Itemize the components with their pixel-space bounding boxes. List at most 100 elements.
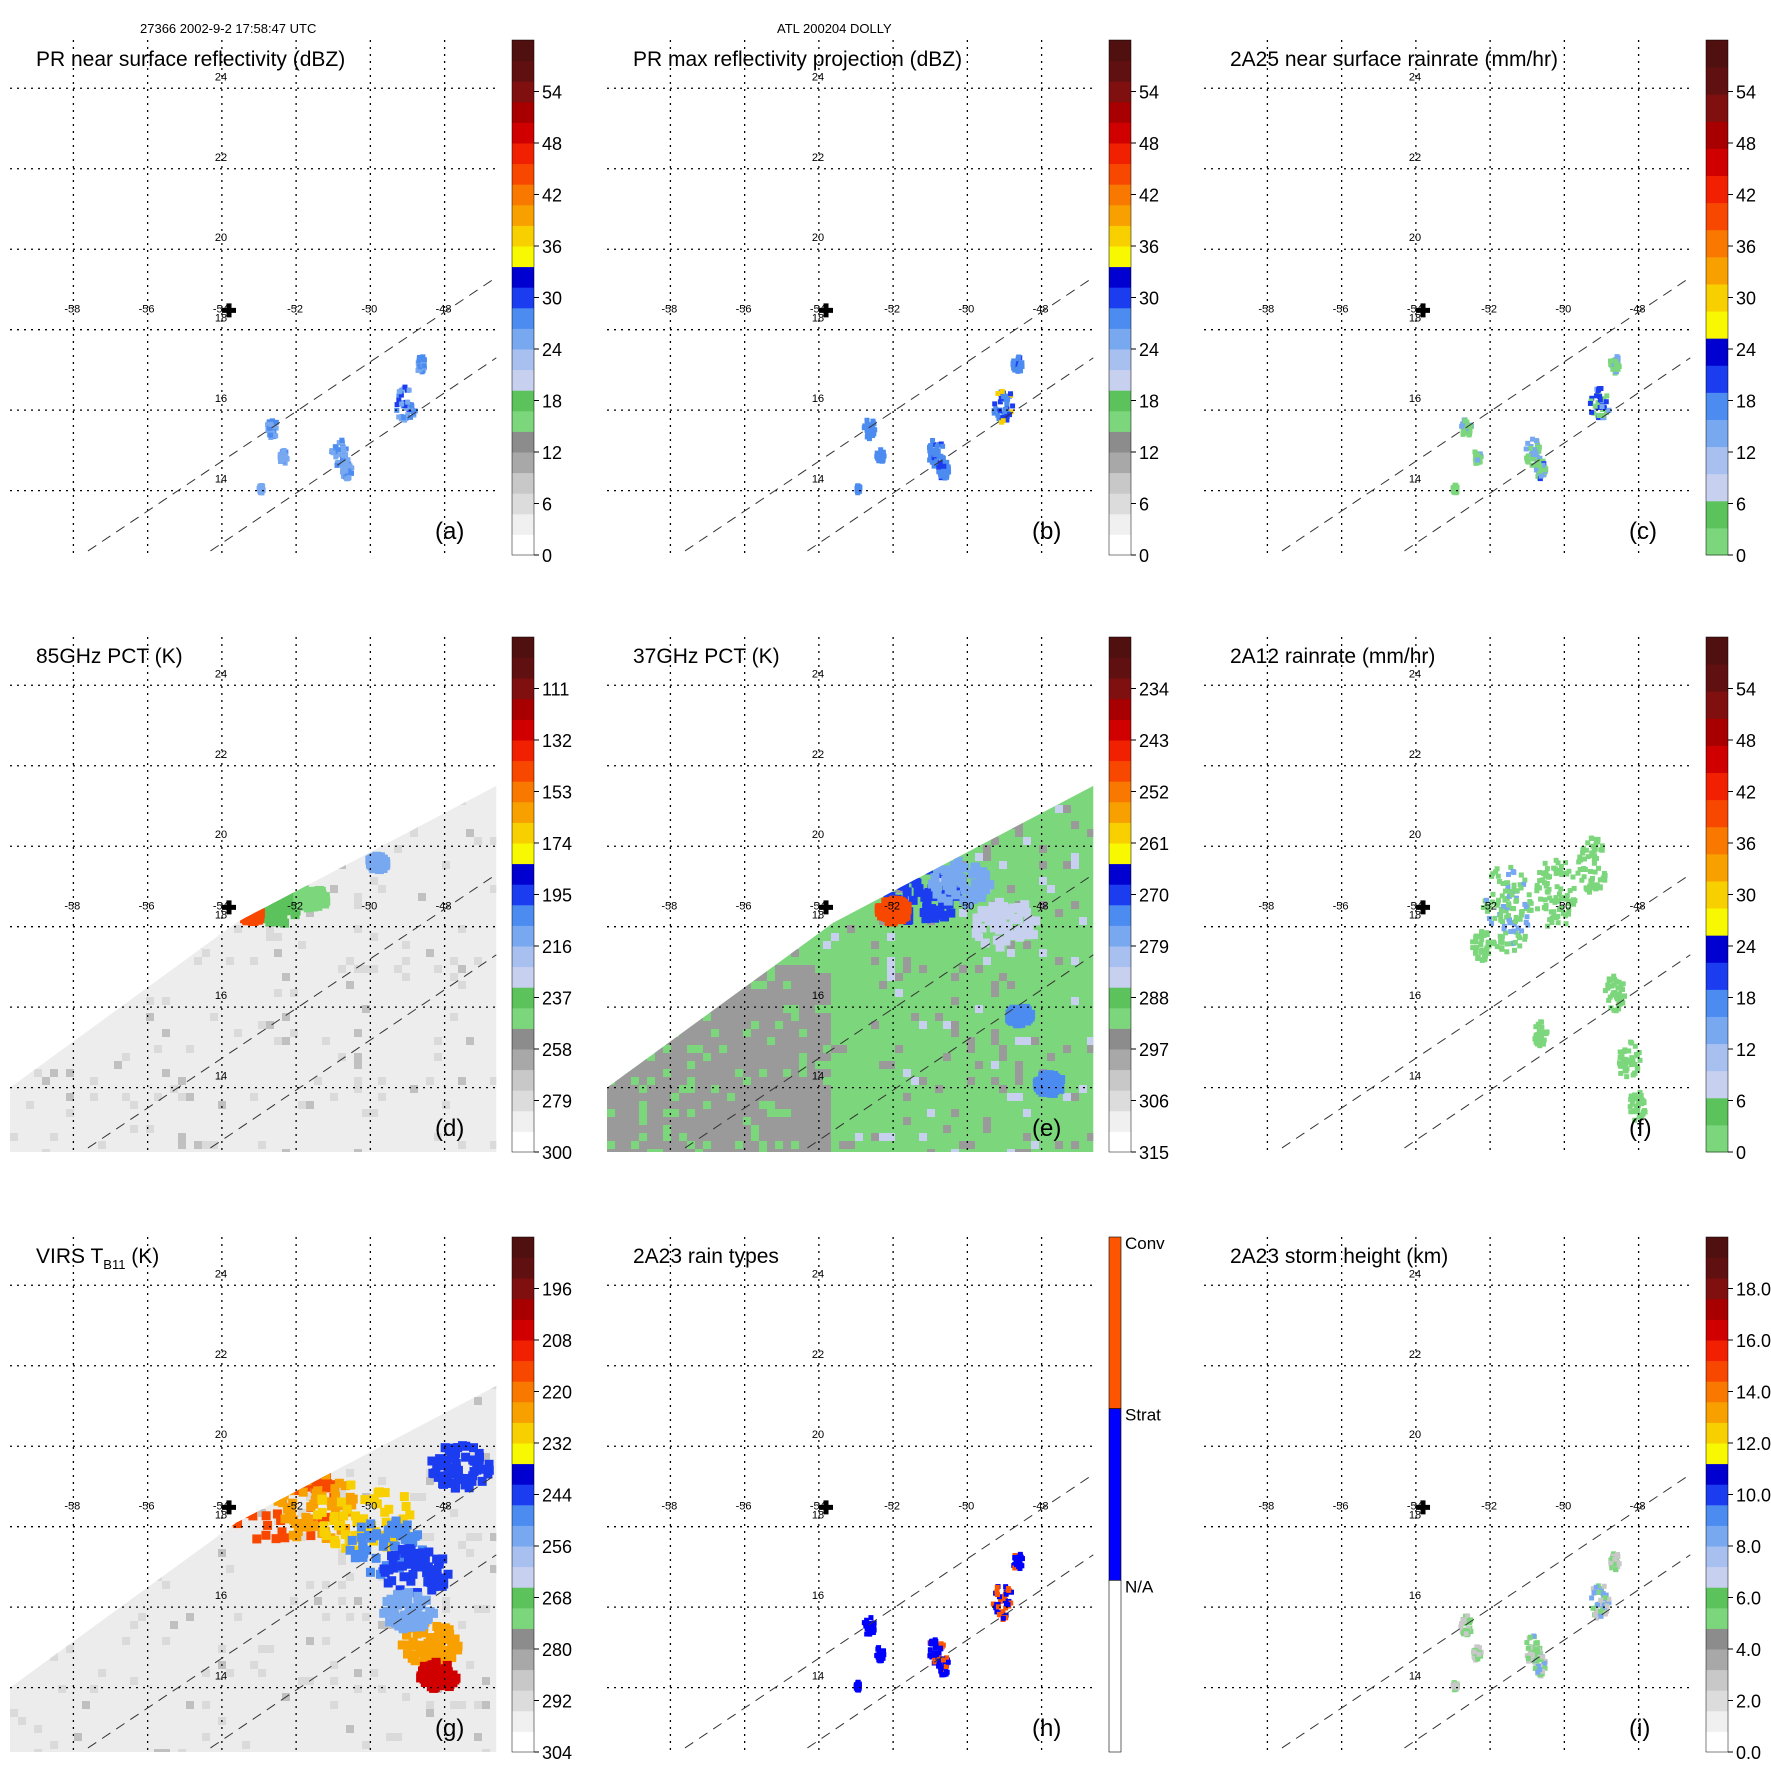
colorbar-swatch (1706, 1669, 1728, 1691)
colorbar-swatch (512, 1090, 534, 1112)
colorbar-swatch (512, 1028, 534, 1050)
colorbar-swatch (1706, 799, 1728, 828)
data-field (256, 354, 427, 496)
lon-tick-label: -48 (1630, 901, 1646, 913)
colorbar-swatch (512, 1731, 534, 1753)
colorbar-swatch (512, 1669, 534, 1691)
colorbar-swatch (1109, 1131, 1131, 1153)
colorbar-swatch (1706, 908, 1728, 936)
lat-tick-label: 24 (1409, 1268, 1421, 1280)
colorbar-swatch (1706, 1525, 1728, 1547)
colorbar-swatch (512, 472, 534, 494)
colorbar-swatch (1706, 283, 1728, 312)
panel-title: VIRS TB11 (K) (36, 1245, 159, 1272)
colorbar-label: Conv (1125, 1234, 1165, 1253)
colorbar-swatch (1109, 204, 1131, 226)
colorbar-swatch (512, 1422, 534, 1444)
colorbar-swatch (512, 740, 534, 762)
lat-tick-label: 14 (215, 1071, 227, 1083)
colorbar-swatch (1706, 311, 1728, 339)
colorbar-swatch (512, 760, 534, 782)
colorbar-swatch (512, 843, 534, 865)
colorbar-swatch (1706, 40, 1728, 68)
data-field (10, 785, 497, 1152)
colorbar-swatch (512, 1049, 534, 1071)
colorbar-swatch (512, 822, 534, 844)
lat-tick-label: 24 (1409, 71, 1421, 83)
colorbar-label: 30 (542, 289, 562, 309)
lat-tick-label: 22 (1409, 152, 1421, 164)
colorbar-swatch (1706, 1070, 1728, 1099)
lon-tick-label: -58 (1258, 901, 1274, 913)
colorbar-swatch (1706, 473, 1728, 502)
colorbar-swatch (1109, 143, 1131, 165)
colorbar-label: 54 (1736, 83, 1756, 103)
colorbar-swatch (1706, 1278, 1728, 1300)
colorbar: 300 279 258 237 216 195 174 153 132 111 (511, 636, 572, 1163)
lat-tick-label: 16 (215, 990, 227, 1002)
colorbar-swatch (512, 1463, 534, 1485)
colorbar-swatch (1706, 1546, 1728, 1568)
colorbar-label: 261 (1139, 834, 1169, 854)
colorbar-label: 48 (542, 134, 562, 154)
colorbar-swatch (512, 657, 534, 679)
colorbar-label: 268 (542, 1589, 572, 1609)
colorbar-swatch (1109, 40, 1131, 62)
lon-tick-label: -58 (661, 1501, 677, 1513)
panel-letter: (a) (435, 518, 464, 545)
data-field (853, 1551, 1025, 1693)
colorbar-swatch (512, 1381, 534, 1403)
lat-tick-label: 20 (1409, 1429, 1421, 1441)
lat-tick-label: 22 (812, 152, 824, 164)
colorbar-label: 0 (1736, 1143, 1746, 1163)
colorbar-swatch (1706, 121, 1728, 149)
colorbar-label: 54 (1736, 680, 1756, 700)
storm-center-marker (222, 900, 237, 915)
colorbar-swatch (512, 1607, 534, 1629)
colorbar-swatch (512, 1649, 534, 1671)
colorbar-swatch (512, 1525, 534, 1547)
colorbar-label: 42 (1736, 783, 1756, 803)
colorbar-swatch (512, 1710, 534, 1732)
colorbar-swatch (1109, 472, 1131, 494)
colorbar-swatch (512, 1546, 534, 1568)
colorbar-swatch (512, 781, 534, 803)
colorbar-label: 30 (1736, 289, 1756, 309)
colorbar-swatch (1109, 719, 1131, 741)
colorbar-swatch (512, 1340, 534, 1362)
colorbar-label: 12 (542, 443, 562, 463)
colorbar-swatch (512, 81, 534, 103)
colorbar-swatch (1109, 246, 1131, 268)
colorbar-swatch (512, 987, 534, 1009)
colorbar-swatch (1109, 1110, 1131, 1132)
colorbar-label: 252 (1139, 783, 1169, 803)
swath-edges (684, 276, 1094, 552)
lon-tick-label: -56 (736, 1501, 752, 1513)
colorbar-label: 18.0 (1736, 1280, 1771, 1300)
lon-tick-label: -50 (958, 1501, 974, 1513)
colorbar-label: 48 (1139, 134, 1159, 154)
lat-tick-label: 24 (812, 71, 824, 83)
colorbar-label: 18 (1736, 989, 1756, 1009)
colorbar-swatch (1109, 534, 1131, 556)
colorbar-swatch (1706, 691, 1728, 719)
colorbar-swatch (1109, 1069, 1131, 1091)
colorbar-label: 42 (542, 186, 562, 206)
colorbar-swatch (1109, 966, 1131, 988)
colorbar-label: 196 (542, 1280, 572, 1300)
lon-tick-label: -48 (1033, 901, 1049, 913)
colorbar-label: 258 (542, 1040, 572, 1060)
colorbar-swatch (1706, 745, 1728, 774)
colorbar-label: 18 (1139, 392, 1159, 412)
colorbar-swatch (1706, 1566, 1728, 1588)
colorbar-swatch (512, 1360, 534, 1382)
lon-tick-label: -58 (64, 901, 80, 913)
colorbar-label: 6.0 (1736, 1589, 1761, 1609)
lon-tick-label: -58 (64, 304, 80, 316)
storm-center-marker (1416, 1500, 1431, 1515)
colorbar-swatch (1706, 1381, 1728, 1403)
